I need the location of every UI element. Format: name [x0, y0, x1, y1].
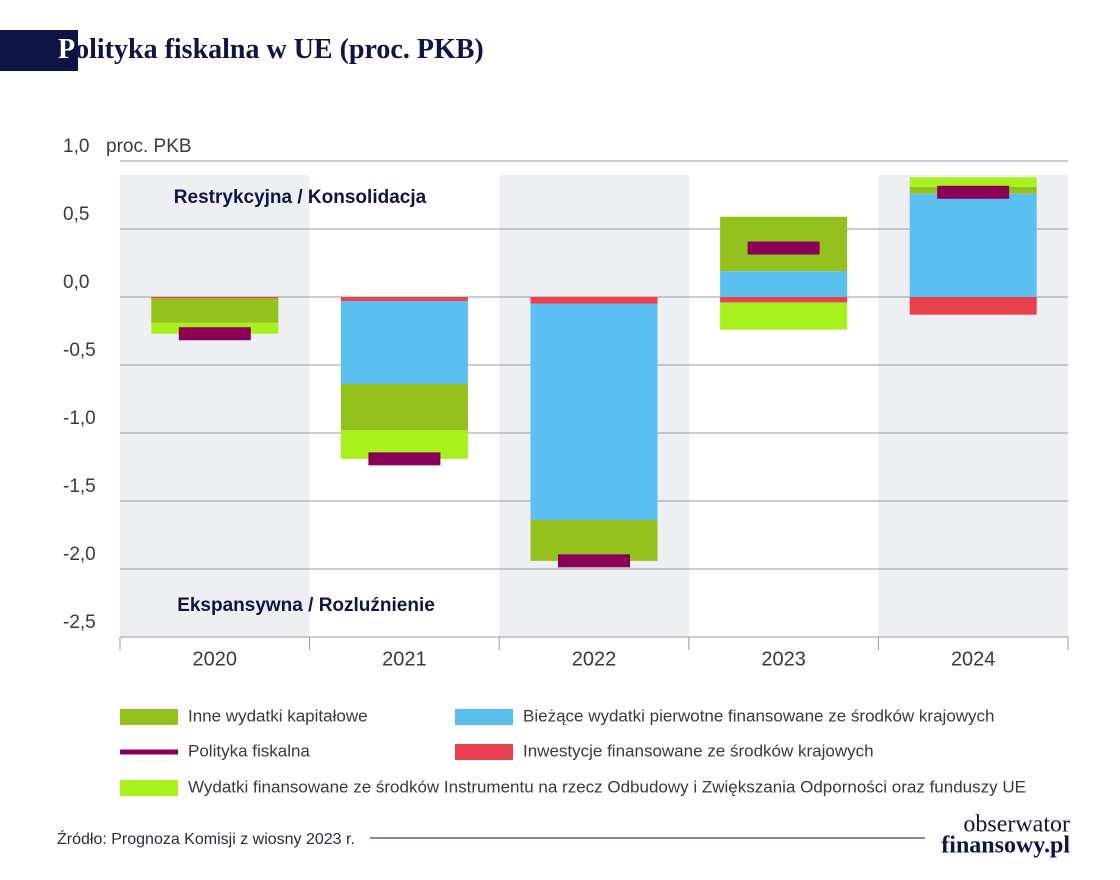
x-tick-label: 2023: [761, 648, 806, 670]
legend-swatch: [120, 780, 178, 796]
bar-segment: [909, 177, 1037, 187]
legend-label: Inwestycje finansowane ze środków krajow…: [523, 741, 874, 760]
legend-label: Inne wydatki kapitałowe: [188, 706, 368, 725]
logo: finansowy.pl: [941, 833, 1070, 859]
fiscal-marker: [937, 185, 1010, 199]
bar-segment: [530, 303, 658, 521]
y-tick-label: 1,0: [63, 136, 89, 157]
bar-segment: [151, 297, 279, 299]
bar-segment: [340, 384, 468, 431]
fiscal-marker: [558, 554, 630, 568]
bar-segment: [720, 297, 848, 303]
bar-segment: [340, 301, 468, 385]
y-tick-label: 0,0: [63, 272, 89, 293]
x-tick-label: 2021: [382, 648, 427, 670]
y-tick-label: -1,5: [63, 476, 96, 497]
bar-segment: [530, 297, 658, 304]
fiscal-marker: [368, 452, 441, 466]
legend-label: Polityka fiskalna: [188, 741, 310, 760]
legend-label: Bieżące wydatki pierwotne finansowane ze…: [523, 706, 995, 725]
y-tick-label: -2,0: [63, 544, 96, 565]
bar-segment: [530, 520, 658, 561]
legend-swatch: [455, 744, 513, 760]
y-tick-label: -2,5: [63, 612, 96, 633]
bar-segment: [720, 271, 848, 297]
y-tick-label: -0,5: [63, 340, 96, 361]
y-tick-label: 0,5: [63, 204, 89, 225]
logo: obserwator: [963, 812, 1070, 838]
legend-swatch: [120, 709, 178, 725]
bar-segment: [909, 193, 1037, 297]
band-shade: [120, 175, 310, 637]
annotation: Ekspansywna / Rozluźnienie: [177, 595, 435, 616]
bar-segment: [340, 297, 468, 302]
legend-swatch: [455, 709, 513, 725]
x-tick-label: 2022: [572, 648, 617, 670]
title-block: [0, 30, 78, 71]
annotation: Restrykcyjna / Konsolidacja: [174, 187, 427, 208]
y-tick-label: -1,0: [63, 408, 96, 429]
x-tick-label: 2020: [193, 648, 238, 670]
legend-swatch: [120, 749, 178, 755]
bar-segment: [720, 302, 848, 330]
source: Źródło: Prognoza Komisji z wiosny 2023 r…: [57, 829, 355, 848]
fiscal-marker: [747, 241, 820, 255]
y-axis-label: proc. PKB: [106, 136, 192, 157]
legend-label: Wydatki finansowane ze środków Instrumen…: [188, 777, 1026, 796]
fiscal-marker: [178, 327, 251, 341]
bar-segment: [151, 298, 279, 323]
chart-title: Polityka fiskalna w UE (proc. PKB): [58, 34, 484, 65]
bar-segment: [909, 297, 1037, 315]
x-tick-label: 2024: [951, 648, 996, 670]
